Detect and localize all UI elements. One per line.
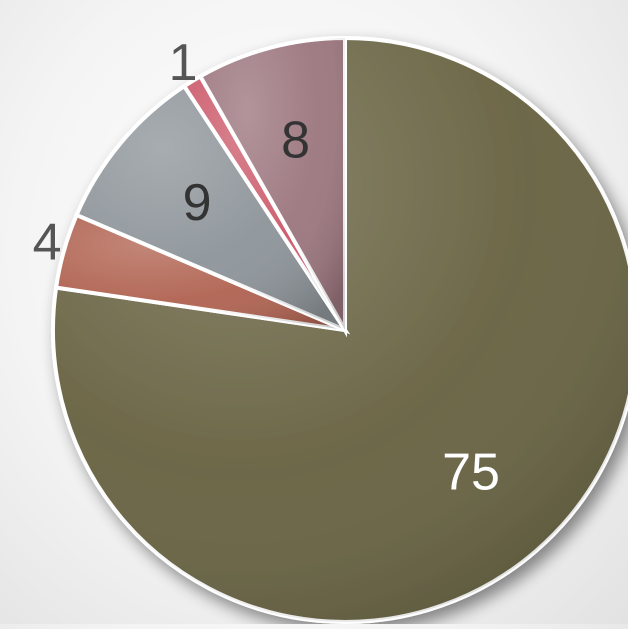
pie-slice-shading-3 [76,86,345,330]
data-label-3: 9 [183,174,212,232]
pie-slice-shading-5 [200,38,345,330]
pie-slice-shading-2 [56,214,345,330]
pie-data-labels: 75 4 9 1 8 [33,34,500,502]
pie-slices [51,35,628,624]
data-label-4: 1 [169,34,198,92]
pie-slice-shading-4 [184,76,345,330]
data-label-2: 4 [33,214,62,272]
data-label-1: 75 [442,444,500,502]
data-label-5: 8 [281,111,310,169]
